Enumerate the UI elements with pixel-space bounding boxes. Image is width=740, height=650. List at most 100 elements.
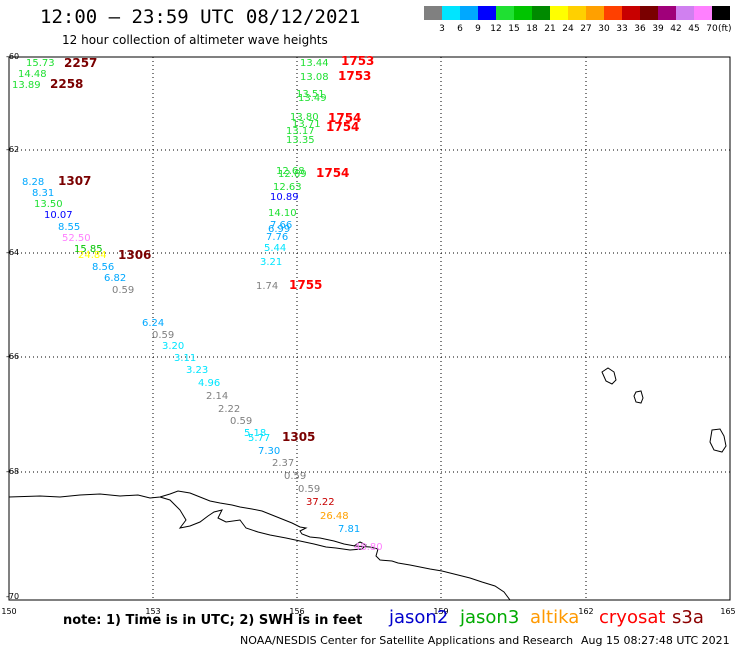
- island: [601, 367, 617, 385]
- lat-label: -66: [6, 352, 20, 361]
- wave-height-label: 6.99: [268, 224, 290, 235]
- lat-label: -62: [6, 145, 20, 154]
- scale-swatch: [712, 6, 730, 20]
- lat-label: -64: [6, 248, 20, 257]
- readings-layer: 15.7314.4813.892257225813.4413.081753175…: [12, 54, 383, 553]
- pass-time-label: 1754: [328, 111, 361, 125]
- scale-label: 21: [544, 24, 556, 34]
- scale-label: 39: [652, 24, 664, 34]
- timestamp: Aug 15 08:27:48 UTC 2021: [581, 634, 730, 647]
- scale-label: 9: [475, 24, 481, 34]
- wave-height-label: 0.59: [230, 416, 252, 427]
- wave-height-label: 13.49: [298, 93, 327, 104]
- scale-swatch: [586, 6, 604, 20]
- footnote: note: 1) Time is in UTC; 2) SWH is in fe…: [63, 613, 363, 628]
- wave-height-label: 0.59: [298, 484, 320, 495]
- legend-jason2: jason2: [389, 607, 449, 628]
- ice-shelf-edge: [159, 496, 367, 551]
- island: [633, 390, 644, 404]
- wave-height-label: 1.74: [256, 281, 278, 292]
- wave-height-label: 12.68: [276, 166, 305, 177]
- scale-swatch: [604, 6, 622, 20]
- wave-height-label: 5.18: [244, 428, 266, 439]
- map-subtitle: 12 hour collection of altimeter wave hei…: [62, 33, 328, 47]
- pass-time-label: 2257: [64, 56, 97, 70]
- lat-label: -60: [6, 52, 20, 61]
- lon-label: 165: [720, 607, 736, 616]
- pass-time-label: 2258: [50, 77, 83, 91]
- legend-cryosat: cryosat: [599, 607, 666, 628]
- pass-time-label: 1754: [316, 166, 349, 180]
- scale-label: 70: [706, 24, 718, 34]
- scale-swatch: [550, 6, 568, 20]
- map-title: 12:00 – 23:59 UTC 08/12/2021: [40, 6, 361, 28]
- pass-time-label: 1306: [118, 248, 151, 262]
- lon-label: 162: [578, 607, 594, 616]
- scale-label: 6: [457, 24, 463, 34]
- antarctic-coastline: [8, 490, 511, 601]
- scale-swatch: [442, 6, 460, 20]
- wave-height-label: 2.14: [206, 391, 228, 402]
- map-frame: [8, 56, 731, 601]
- scale-label: 30: [598, 24, 610, 34]
- wave-height-label: 13.35: [286, 135, 315, 146]
- wave-height-label: 13.44: [300, 58, 329, 69]
- legend-jason3: jason3: [460, 607, 520, 628]
- wave-height-label: 15.85: [74, 244, 103, 255]
- scale-swatch: [658, 6, 676, 20]
- pass-time-label: 1753: [338, 69, 371, 83]
- wave-height-label: 7.76: [266, 232, 288, 243]
- scale-label: 33: [616, 24, 628, 34]
- legend-s3a: s3a: [672, 607, 704, 628]
- wave-height-label: 10.07: [44, 210, 73, 221]
- wave-height-label: 24.84: [78, 250, 107, 261]
- scale-label: 42: [670, 24, 682, 34]
- lon-label: 153: [145, 607, 161, 616]
- wave-height-label: 3.21: [260, 257, 282, 268]
- wave-height-label: 15.73: [26, 58, 55, 69]
- pass-time-label: 1307: [58, 174, 91, 188]
- wave-height-label: 5.44: [264, 243, 286, 254]
- wave-height-label: 52.50: [62, 233, 91, 244]
- scale-label: 12: [490, 24, 502, 34]
- scale-swatch: [478, 6, 496, 20]
- scale-label: 15: [508, 24, 520, 34]
- wave-height-label: 8.31: [32, 188, 54, 199]
- wave-height-label: 13.17: [286, 126, 315, 137]
- wave-height-label: 4.96: [198, 378, 220, 389]
- credit-line: NOAA/NESDIS Center for Satellite Applica…: [240, 634, 574, 647]
- scale-label: 18: [526, 24, 538, 34]
- wave-height-label: 6.82: [104, 273, 126, 284]
- graticule: [9, 57, 730, 600]
- wave-height-label: 26.48: [320, 511, 349, 522]
- wave-height-label: 13.50: [34, 199, 63, 210]
- wave-height-label: 0.59: [152, 330, 174, 341]
- scale-swatch: [496, 6, 514, 20]
- wave-height-label: 48.80: [354, 542, 383, 553]
- wave-height-label: 0.59: [112, 285, 134, 296]
- scale-swatch: [514, 6, 532, 20]
- wave-height-label: 14.48: [18, 69, 47, 80]
- lon-label: 156: [289, 607, 305, 616]
- scale-label: 45: [688, 24, 700, 34]
- pass-time-label: 1754: [326, 120, 359, 134]
- scale-label: 3: [439, 24, 445, 34]
- lon-label: 150: [1, 607, 17, 616]
- wave-height-label: 14.10: [268, 208, 297, 219]
- scale-swatch: [460, 6, 478, 20]
- wave-height-label: 13.80: [290, 112, 319, 123]
- lon-label: 159: [433, 607, 449, 616]
- scale-swatch: [622, 6, 640, 20]
- scale-swatch: [640, 6, 658, 20]
- wave-height-label: 13.89: [12, 80, 41, 91]
- wave-height-label: 37.22: [306, 497, 335, 508]
- scale-label: 24: [562, 24, 574, 34]
- wave-height-label: 2.22: [218, 404, 240, 415]
- wave-height-label: 13.71: [292, 119, 321, 130]
- scale-swatch: [424, 6, 442, 20]
- wave-height-label: 8.56: [92, 262, 114, 273]
- legend-altika: altika: [530, 607, 580, 628]
- scale-swatch: [568, 6, 586, 20]
- wave-height-label: 8.55: [58, 222, 80, 233]
